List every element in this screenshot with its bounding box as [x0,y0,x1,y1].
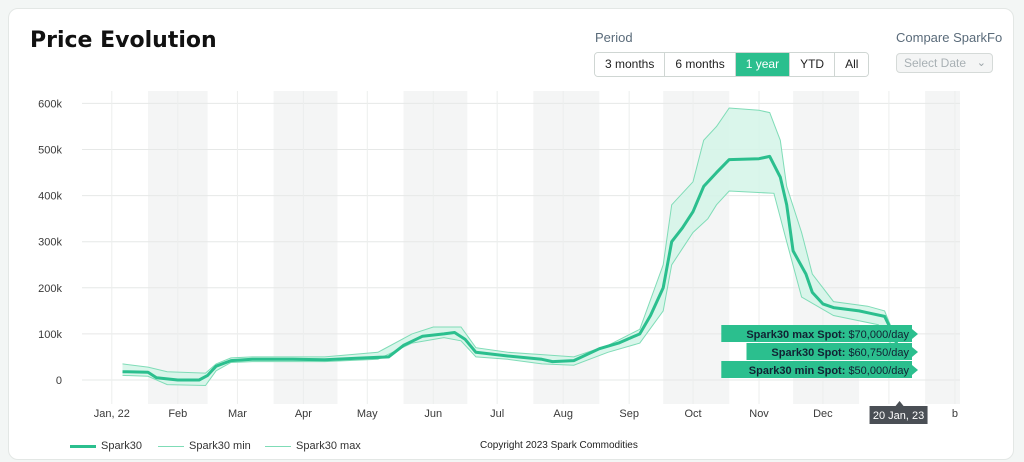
legend-label: Spark30 [101,440,142,452]
compare-label: Compare SparkFo [896,30,1003,45]
period-button-6-months[interactable]: 6 months [665,53,736,76]
chevron-down-icon: ⌄ [976,57,986,69]
y-tick-label: 0 [56,375,62,387]
x-tick-label: Jun [424,408,442,420]
x-tick-label: Aug [553,408,573,420]
min-max-band [122,108,900,386]
tooltip-row-text: Spark30 max Spot: $70,000/day [746,329,909,341]
copyright-text: Copyright 2023 Spark Commodities [480,440,638,451]
period-button-3-months[interactable]: 3 months [595,53,666,76]
x-crosshair-label: 20 Jan, 23 [873,410,924,422]
x-tick-label: Jan, 22 [94,408,130,420]
legend-item-spark30[interactable]: Spark30 [70,440,142,452]
month-band [925,91,960,404]
y-tick-label: 400k [38,191,62,203]
x-tick-label: b [952,408,958,420]
legend-label: Spark30 max [296,440,361,452]
tooltip-row-bg [746,343,912,360]
tooltip-row-bg [721,325,912,342]
tooltip-row-bg [721,361,912,378]
legend-swatch [70,444,96,448]
x-crosshair-badge [869,406,928,424]
page-title: Price Evolution [30,28,217,53]
legend-swatch [265,445,291,447]
x-crosshair-badge-pointer [895,401,904,406]
y-tick-label: 100k [38,329,62,341]
y-tick-label: 500k [38,145,62,157]
month-band [273,91,338,404]
y-tick-label: 200k [38,283,62,295]
x-tick-label: Jul [490,408,504,420]
tooltip-row-pointer [912,347,918,357]
period-selector: 3 months 6 months 1 year YTD All [594,52,870,77]
period-label: Period [595,30,633,45]
period-button-ytd[interactable]: YTD [790,53,836,76]
tooltip-row-text: Spark30 min Spot: $50,000/day [749,365,910,377]
x-tick-label: Nov [749,408,769,420]
tooltip-row-text: Spark30 Spot: $60,750/day [771,347,909,359]
x-tick-label: Feb [168,408,187,420]
series-line-spark30 [122,154,901,382]
x-tick-label: Oct [684,408,701,420]
period-button-all[interactable]: All [835,53,869,76]
compare-date-select[interactable]: Select Date ⌄ [896,53,993,73]
x-tick-label: Mar [228,408,247,420]
tooltip-row-pointer [912,365,918,375]
legend-item-spark30-max[interactable]: Spark30 max [265,440,361,452]
legend-item-spark30-min[interactable]: Spark30 min [158,440,251,452]
x-tick-label: May [357,408,378,420]
select-placeholder: Select Date [904,56,967,70]
x-tick-label: Sep [619,408,639,420]
period-button-1-year[interactable]: 1 year [735,53,791,76]
x-tick-label: Apr [295,408,312,420]
y-tick-label: 300k [38,237,62,249]
month-band [403,91,468,404]
x-tick-label: Dec [813,408,833,420]
legend-label: Spark30 min [189,440,251,452]
series-line-spark30-max [122,107,900,374]
y-tick-label: 600k [38,98,62,110]
tooltip-row-pointer [912,329,918,339]
series-line-spark30-min [122,190,900,387]
legend-swatch [158,445,184,447]
